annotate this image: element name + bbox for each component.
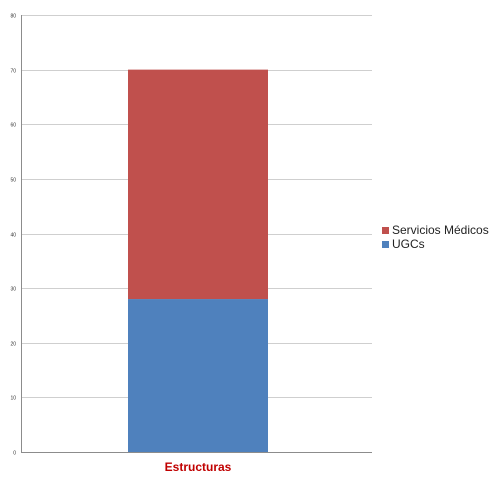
x-category-label: Estructuras xyxy=(165,460,232,474)
y-tick-label: 80 xyxy=(10,14,16,20)
y-tick-label: 10 xyxy=(10,396,16,402)
labels: 0 10 20 30 40 50 60 70 80 Estructuras xyxy=(10,14,231,475)
axes xyxy=(21,15,372,453)
bar-segment-servicios-m-dicos xyxy=(128,69,268,300)
legend-swatch xyxy=(382,241,389,248)
legend-item: Servicios Médicos xyxy=(382,223,489,237)
y-tick-label: 50 xyxy=(10,178,16,184)
y-tick-label: 0 xyxy=(13,451,16,457)
y-tick-label: 70 xyxy=(10,69,16,75)
y-tick-label: 20 xyxy=(10,342,16,348)
bars xyxy=(128,69,268,452)
legend-swatch xyxy=(382,227,389,234)
bar-segment-ugcs xyxy=(128,299,268,452)
y-tick-label: 60 xyxy=(10,123,16,129)
legend-item: UGCs xyxy=(382,237,425,251)
y-tick-label: 30 xyxy=(10,287,16,293)
legend-label: Servicios Médicos xyxy=(392,223,489,237)
y-tick-label: 40 xyxy=(10,233,16,239)
legend-label: UGCs xyxy=(392,237,425,251)
